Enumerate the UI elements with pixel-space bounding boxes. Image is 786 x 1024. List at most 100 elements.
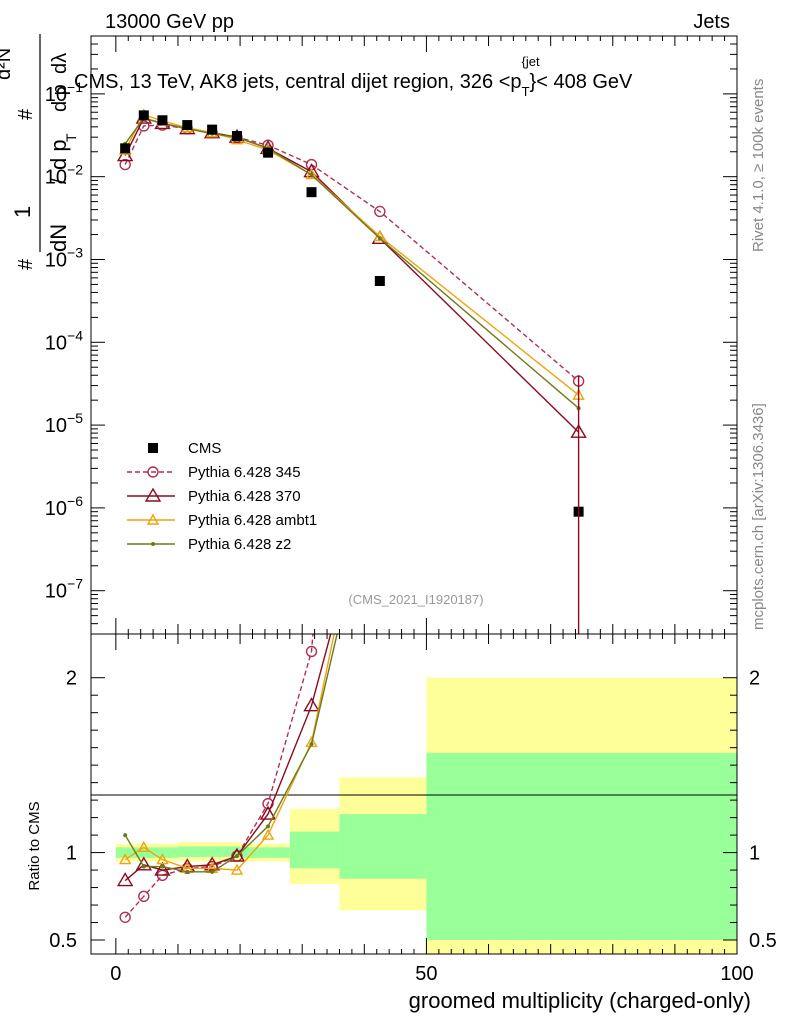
ratio-ytick-label-1: 1 [66,843,77,865]
main-line-p370 [124,117,580,433]
analysis-tag: (CMS_2021_I1920187) [348,592,483,607]
main-line-ambt1 [124,113,580,396]
ratio-ticks: 0 50 100 0.5 0.5 1 1 2 2 [49,634,777,985]
ratio-point-ambt1-0 [118,853,132,865]
main-point-cms-2 [157,115,168,126]
legend-marker-cms [148,443,158,453]
band-inner-2 [240,847,290,858]
legend-marker-z2 [151,542,155,546]
ytick-label-5: 10−2 [45,162,83,189]
ratio-point-p370-0 [116,872,134,887]
legend: CMS Pythia 6.428 345 Pythia 6.428 370 Pythi… [127,440,317,553]
ytick-label-1: 10−6 [45,493,83,520]
band-inner-3 [289,831,340,869]
ylabel-dN: dN [46,224,71,252]
legend-marker-p345 [147,466,159,478]
rivet-label: Rivet 4.1.0, ≥ 100k events [750,79,767,252]
ylabel-dpt-2: d p [49,84,71,112]
ratio-point-z2-5 [234,854,239,859]
legend-label-ambt1: Pythia 6.428 ambt1 [188,512,317,529]
ratio-point-ambt1-2 [156,853,169,865]
ratio-point-p370-8 [373,443,387,455]
legend-label-cms: CMS [188,440,221,457]
ylabel-hash-2: # [15,108,37,120]
ratio-point-p370-1 [135,856,153,871]
main-title: CMS, 13 TeV, AK8 jets, central dijet reg… [74,54,633,99]
ratio-point-ambt1-7 [305,735,318,748]
ratio-point-p370-7 [303,697,320,712]
ratio-line-p345 [124,634,314,918]
legend-label-p345: Pythia 6.428 345 [188,464,301,481]
ratio-ytick-label-2: 2 [66,668,77,690]
main-line-p345 [124,124,580,382]
ratio-point-p345-0 [119,911,131,923]
ratio-point-ambt1-5 [230,863,244,875]
main-line-z2 [124,117,580,409]
ratio-point-z2-4 [210,869,215,874]
ratio-series [116,410,387,923]
band-inner-1 [177,846,241,857]
ratio-point-p370-6 [259,805,277,820]
ratio-point-z2-0 [123,833,128,838]
main-point-cms-4 [207,124,218,135]
ytick-label-2: 10−5 [45,410,83,437]
ylabel-dl: dλ [49,53,71,74]
main-series [116,108,587,634]
ratio-point-p345-6 [262,797,274,810]
ratio-ylabel: Ratio to CMS [26,801,43,890]
ylabel-hash-1: # [15,258,37,270]
legend-marker-p370 [144,487,162,502]
ratio-point-p370-5 [228,847,246,862]
xtick-label-2: 100 [720,963,753,985]
main-point-p345-8 [374,205,386,218]
main-point-z2-8 [377,236,382,241]
ylabel-dpt: d p [46,139,71,170]
header-right: Jets [693,11,730,33]
ratio-point-z2-1 [141,864,146,869]
main-ylabel: # 1 dN / d p T # d²N d p dλ [0,34,79,270]
ratio-point-p370-2 [154,861,171,876]
ratio-ytick-label-0: 0.5 [49,930,77,952]
ratio-point-z2-8 [378,448,382,452]
ratio-point-p345-1 [138,890,150,902]
ratio-point-z2-6 [266,824,271,829]
ratio-ytick-label-r-1: 1 [749,843,760,865]
header-left: 13000 GeV pp [105,11,234,33]
ratio-line-ambt1 [124,634,335,871]
ratio-point-ambt1-6 [261,828,275,840]
main-point-cms-0 [120,143,131,154]
ytick-label-3: 10−4 [45,327,83,354]
legend-label-z2: Pythia 6.428 z2 [188,536,291,553]
main-ticks: 10−7 10−6 10−5 10−4 10−3 10−2 10−1 [45,35,738,635]
main-point-cms-6 [263,147,274,158]
main-point-cms-3 [182,120,193,131]
ytick-label-0: 10−7 [45,576,83,603]
xtick-label-0: 0 [110,963,121,985]
legend-label-p370: Pythia 6.428 370 [188,488,301,505]
ylabel-T: T [63,133,79,142]
ratio-point-ambt1-1 [137,840,150,853]
ytick-label-6: 10−1 [45,79,83,106]
ratio-ytick-label-r-0: 0.5 [749,930,777,952]
main-point-cms-1 [138,110,149,121]
band-inner-4 [339,814,427,879]
ratio-point-ambt1-8 [375,410,385,419]
legend-marker-ambt1 [146,513,160,525]
ratio-point-z2-3 [185,869,190,874]
xtick-label-1: 50 [415,963,437,985]
ylabel-sep: / [49,178,71,184]
ylabel-d2N: d²N [0,48,15,80]
main-point-cms-7 [306,187,317,198]
ratio-bands [115,677,737,954]
ratio-point-p345-7 [305,645,318,658]
main-point-cms-8 [374,275,385,286]
ytick-label-4: 10−3 [45,244,83,271]
band-inner-5 [426,752,737,941]
main-point-cms-5 [231,130,242,141]
ratio-ytick-label-r-2: 2 [749,668,760,690]
xlabel: groomed multiplicity (charged-only) [409,988,751,1013]
band-inner-0 [115,847,178,858]
main-point-z2-7 [309,172,314,177]
main-point-p345-0 [119,158,131,171]
